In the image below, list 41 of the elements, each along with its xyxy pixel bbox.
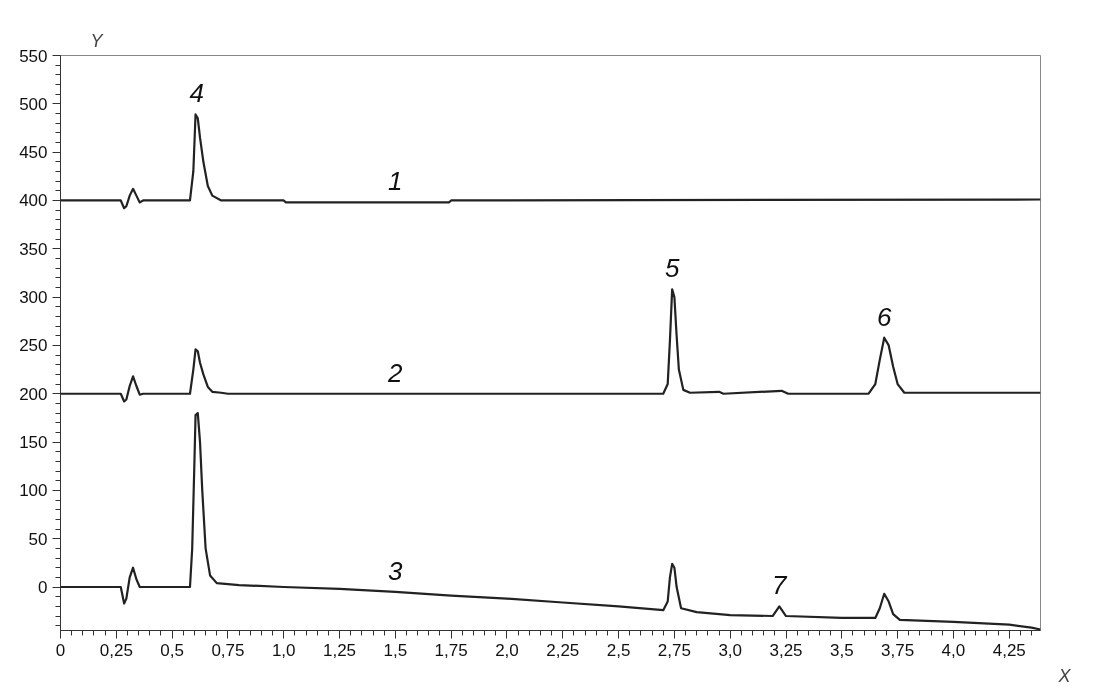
y-tick-label: 350: [19, 239, 48, 259]
annotation: 2: [387, 357, 404, 388]
x-tick-label: 1,5: [383, 640, 408, 660]
y-tick-label: 450: [19, 143, 48, 163]
x-tick-label: 1,75: [434, 640, 468, 660]
y-tick-label: 300: [19, 288, 48, 308]
y-axis-title: Y: [90, 30, 105, 51]
x-tick-label: 3,5: [830, 640, 854, 660]
annotation: 7: [772, 570, 789, 601]
x-tick-label: 3,0: [718, 640, 743, 660]
x-tick-label: 0,5: [160, 640, 184, 660]
x-tick-label: 4,0: [941, 640, 966, 660]
x-tick-label: 1,25: [323, 640, 357, 660]
x-tick-label: 2,75: [657, 640, 691, 660]
x-tick-label: 2,0: [495, 640, 519, 660]
annotation: 6: [877, 301, 893, 332]
x-tick-label: 4,25: [992, 640, 1026, 660]
annotation: 5: [664, 253, 680, 284]
x-tick-label: 0,25: [99, 640, 133, 660]
y-tick-label: 500: [19, 94, 48, 114]
line-series: [60, 113, 1041, 210]
x-tick-label: 3,75: [881, 640, 915, 660]
line-series: [60, 288, 1041, 403]
annotation: 3: [388, 555, 404, 586]
y-tick-label: 550: [19, 46, 48, 66]
x-tick-label: 2,5: [606, 640, 631, 660]
x-axis-title: X: [1057, 665, 1072, 686]
annotation: 1: [388, 166, 403, 197]
y-tick-label: 400: [19, 191, 48, 211]
y-tick-label: 100: [19, 481, 48, 501]
x-tick-label: 3,25: [769, 640, 803, 660]
y-tick-label: 150: [19, 433, 48, 453]
y-tick-label: 250: [19, 336, 48, 356]
y-tick-label: 0: [38, 578, 48, 598]
annotation: 4: [189, 78, 204, 109]
y-tick-label: 50: [28, 529, 48, 549]
y-tick-label: 200: [19, 384, 48, 404]
x-tick-label: 0,75: [211, 640, 245, 660]
x-tick-label: 0: [55, 640, 66, 660]
x-tick-label: 2,25: [546, 640, 580, 660]
x-tick-label: 1,0: [271, 640, 296, 660]
